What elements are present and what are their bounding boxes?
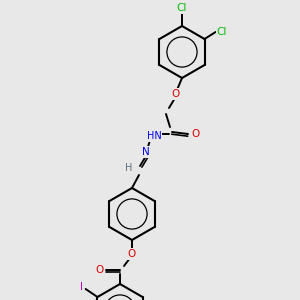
Text: I: I <box>80 282 83 292</box>
Text: O: O <box>95 265 103 275</box>
Text: O: O <box>191 129 199 139</box>
Text: O: O <box>128 249 136 259</box>
Text: Cl: Cl <box>217 27 227 37</box>
Text: N: N <box>142 147 150 157</box>
Text: HN: HN <box>147 131 161 141</box>
Text: Cl: Cl <box>177 3 187 13</box>
Text: O: O <box>172 89 180 99</box>
Text: H: H <box>125 163 133 173</box>
